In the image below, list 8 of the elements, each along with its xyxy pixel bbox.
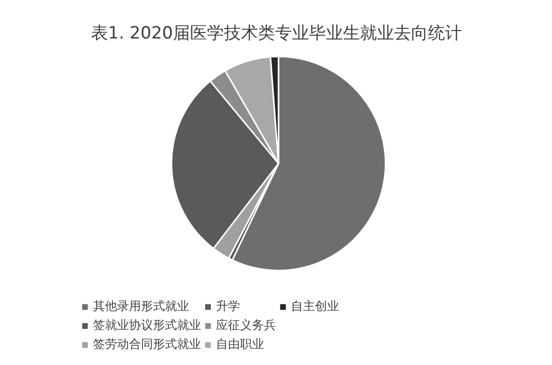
legend-label: 应征义务兵 xyxy=(216,317,276,334)
legend-label: 其他录用形式就业 xyxy=(93,298,189,315)
legend-label: 自主创业 xyxy=(291,298,339,315)
legend-label: 自由职业 xyxy=(216,336,264,353)
legend-label: 签就业协议形式就业 xyxy=(93,317,201,334)
legend-label: 升学 xyxy=(216,298,240,315)
chart-title: 表1. 2020届医学技术类专业毕业生就业去向统计 xyxy=(91,24,462,44)
legend-label: 签劳动合同形式就业 xyxy=(93,336,201,353)
